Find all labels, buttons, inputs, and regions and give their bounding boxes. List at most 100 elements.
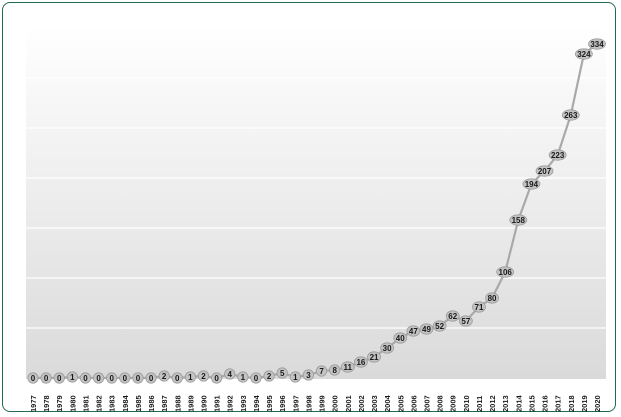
data-label: 2	[162, 372, 167, 381]
x-tick-label: 1978	[42, 395, 51, 412]
x-tick-label: 2003	[370, 395, 379, 412]
x-tick-label: 1983	[108, 395, 117, 412]
data-point-marker	[158, 370, 170, 382]
x-tick-label: 2010	[462, 395, 471, 412]
x-tick-label: 1996	[278, 395, 287, 412]
x-tick-label: 1990	[200, 395, 209, 412]
x-tick-label: 1999	[318, 395, 327, 412]
data-label: 223	[551, 151, 565, 160]
x-tick-label: 1993	[239, 395, 248, 412]
data-point-marker	[237, 371, 249, 383]
x-tick-label: 2009	[449, 395, 458, 412]
data-label: 194	[525, 180, 539, 189]
data-label: 57	[461, 317, 470, 326]
data-point-marker	[509, 214, 528, 226]
data-label: 263	[564, 111, 578, 120]
data-label: 47	[409, 327, 418, 336]
data-point-marker	[66, 371, 78, 383]
x-tick-label: 2014	[514, 394, 523, 412]
data-label: 5	[280, 369, 285, 378]
data-point-marker	[132, 372, 144, 384]
data-label: 16	[356, 358, 365, 367]
data-point-marker	[197, 370, 210, 382]
data-label: 0	[123, 374, 128, 383]
data-label: 0	[136, 374, 141, 383]
x-tick-label: 1989	[186, 395, 195, 412]
x-tick-label: 1995	[265, 395, 274, 412]
data-label: 0	[149, 374, 154, 383]
x-tick-label: 2020	[593, 395, 602, 412]
data-point-marker	[432, 320, 447, 332]
data-label: 106	[499, 268, 513, 277]
x-tick-label: 1985	[134, 395, 143, 412]
x-tick-label: 2000	[331, 395, 340, 412]
x-tick-label: 2018	[567, 395, 576, 412]
data-label: 3	[306, 371, 311, 380]
data-point-marker	[171, 372, 183, 384]
data-label: 0	[44, 374, 49, 383]
data-label: 0	[214, 374, 219, 383]
data-point-marker	[561, 109, 580, 121]
data-label: 52	[435, 322, 444, 331]
data-point-marker	[485, 292, 499, 304]
data-label: 0	[96, 374, 101, 383]
x-tick-label: 2011	[475, 396, 484, 412]
data-point-marker	[574, 48, 593, 60]
data-point-marker	[79, 372, 92, 384]
data-point-marker	[224, 368, 236, 380]
x-tick-label: 1986	[147, 395, 156, 412]
x-tick-label: 1980	[68, 395, 77, 412]
x-tick-label: 2004	[383, 394, 392, 412]
x-tick-label: 1998	[304, 395, 313, 412]
data-label: 0	[254, 374, 259, 383]
x-tick-label: 1977	[29, 395, 38, 412]
data-label: 1	[241, 373, 246, 382]
data-point-marker	[522, 178, 541, 190]
data-point-marker	[289, 371, 301, 383]
x-tick-label: 2017	[554, 395, 563, 412]
data-point-marker	[380, 342, 395, 354]
data-point-marker	[393, 332, 408, 344]
x-axis-tick-labels: 1977 1978 1979 1980 1981 1982 1983 1984 1985 1986…	[29, 394, 602, 412]
x-tick-label: 1992	[226, 395, 235, 412]
data-point-marker	[354, 356, 368, 368]
data-label: 0	[31, 374, 36, 383]
x-tick-label: 2006	[409, 395, 418, 412]
x-tick-label: 1988	[173, 395, 182, 412]
data-label: 4	[228, 370, 233, 379]
data-point-marker	[119, 372, 131, 384]
data-label: 11	[344, 363, 353, 372]
data-label: 7	[319, 367, 324, 376]
x-tick-label: 1981	[81, 395, 90, 412]
data-label: 324	[577, 50, 591, 59]
x-tick-label: 1994	[252, 394, 261, 412]
data-label: 1	[70, 373, 75, 382]
data-point-marker	[535, 165, 554, 177]
data-point-marker	[27, 372, 39, 384]
x-tick-label: 2013	[501, 395, 510, 412]
data-label: 80	[488, 294, 497, 303]
x-tick-label: 1982	[95, 395, 104, 412]
data-label: 2	[201, 372, 206, 381]
data-point-marker	[211, 372, 223, 384]
data-point-marker	[263, 370, 275, 382]
data-point-marker	[276, 367, 288, 379]
x-tick-label: 1997	[291, 395, 300, 412]
data-point-marker	[315, 365, 328, 377]
x-tick-label: 1991	[213, 395, 222, 412]
data-point-marker	[458, 315, 473, 327]
data-label: 0	[109, 374, 114, 383]
x-tick-label: 1984	[121, 394, 130, 412]
data-point-marker	[406, 325, 421, 337]
data-point-marker	[588, 38, 606, 50]
x-tick-label: 2002	[357, 395, 366, 412]
data-label: 0	[175, 374, 180, 383]
data-label: 1	[188, 373, 193, 382]
data-point-marker	[548, 149, 567, 161]
data-label: 21	[370, 353, 379, 362]
data-point-marker	[53, 372, 65, 384]
x-tick-label: 1987	[160, 395, 169, 412]
data-label: 30	[383, 344, 392, 353]
